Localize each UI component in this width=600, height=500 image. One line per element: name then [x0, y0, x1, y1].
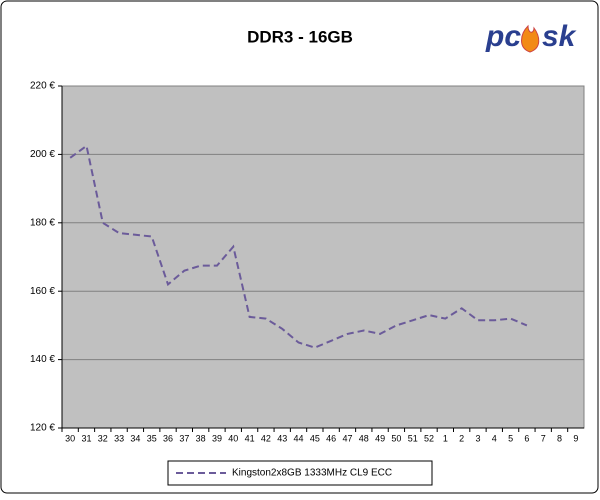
y-tick-label: 180 €: [30, 217, 55, 228]
x-tick-label: 5: [508, 433, 513, 443]
logo-text: sk: [542, 20, 577, 53]
x-tick-label: 43: [277, 433, 287, 443]
x-tick-label: 41: [245, 433, 255, 443]
x-tick-label: 7: [541, 433, 546, 443]
x-tick-label: 47: [342, 433, 352, 443]
x-tick-label: 48: [359, 433, 369, 443]
x-tick-label: 6: [524, 433, 529, 443]
x-tick-label: 9: [573, 433, 578, 443]
y-tick-label: 160 €: [30, 286, 55, 297]
x-tick-label: 1: [443, 433, 448, 443]
x-tick-label: 51: [408, 433, 418, 443]
x-tick-label: 31: [81, 433, 91, 443]
x-tick-label: 30: [65, 433, 75, 443]
x-tick-label: 38: [196, 433, 206, 443]
x-tick-label: 49: [375, 433, 385, 443]
x-tick-label: 46: [326, 433, 336, 443]
x-tick-label: 4: [492, 433, 497, 443]
x-tick-label: 52: [424, 433, 434, 443]
x-tick-label: 8: [557, 433, 562, 443]
logo-flame: [521, 24, 540, 53]
x-tick-label: 33: [114, 433, 124, 443]
legend-label: Kingston2x8GB 1333MHz CL9 ECC: [232, 468, 392, 479]
x-tick-label: 34: [130, 433, 140, 443]
x-tick-label: 42: [261, 433, 271, 443]
x-tick-label: 37: [179, 433, 189, 443]
x-tick-label: 36: [163, 433, 173, 443]
logo-text: pc: [485, 20, 521, 53]
y-tick-label: 140 €: [30, 354, 55, 365]
x-tick-label: 3: [475, 433, 480, 443]
chart-title: DDR3 - 16GB: [247, 27, 353, 46]
x-tick-label: 40: [228, 433, 238, 443]
y-tick-label: 120 €: [30, 423, 55, 434]
x-tick-label: 50: [391, 433, 401, 443]
x-tick-label: 35: [147, 433, 157, 443]
x-tick-label: 32: [98, 433, 108, 443]
y-tick-label: 200 €: [30, 149, 55, 160]
legend: Kingston2x8GB 1333MHz CL9 ECC: [167, 460, 433, 486]
x-tick-label: 39: [212, 433, 222, 443]
series-line: [69, 144, 528, 349]
x-tick-label: 44: [294, 433, 304, 443]
x-tick-label: 2: [459, 433, 464, 443]
x-tick-label: 45: [310, 433, 320, 443]
y-tick-label: 220 €: [30, 81, 55, 92]
logo: pc sk: [485, 20, 577, 53]
plot-area: [61, 85, 585, 429]
